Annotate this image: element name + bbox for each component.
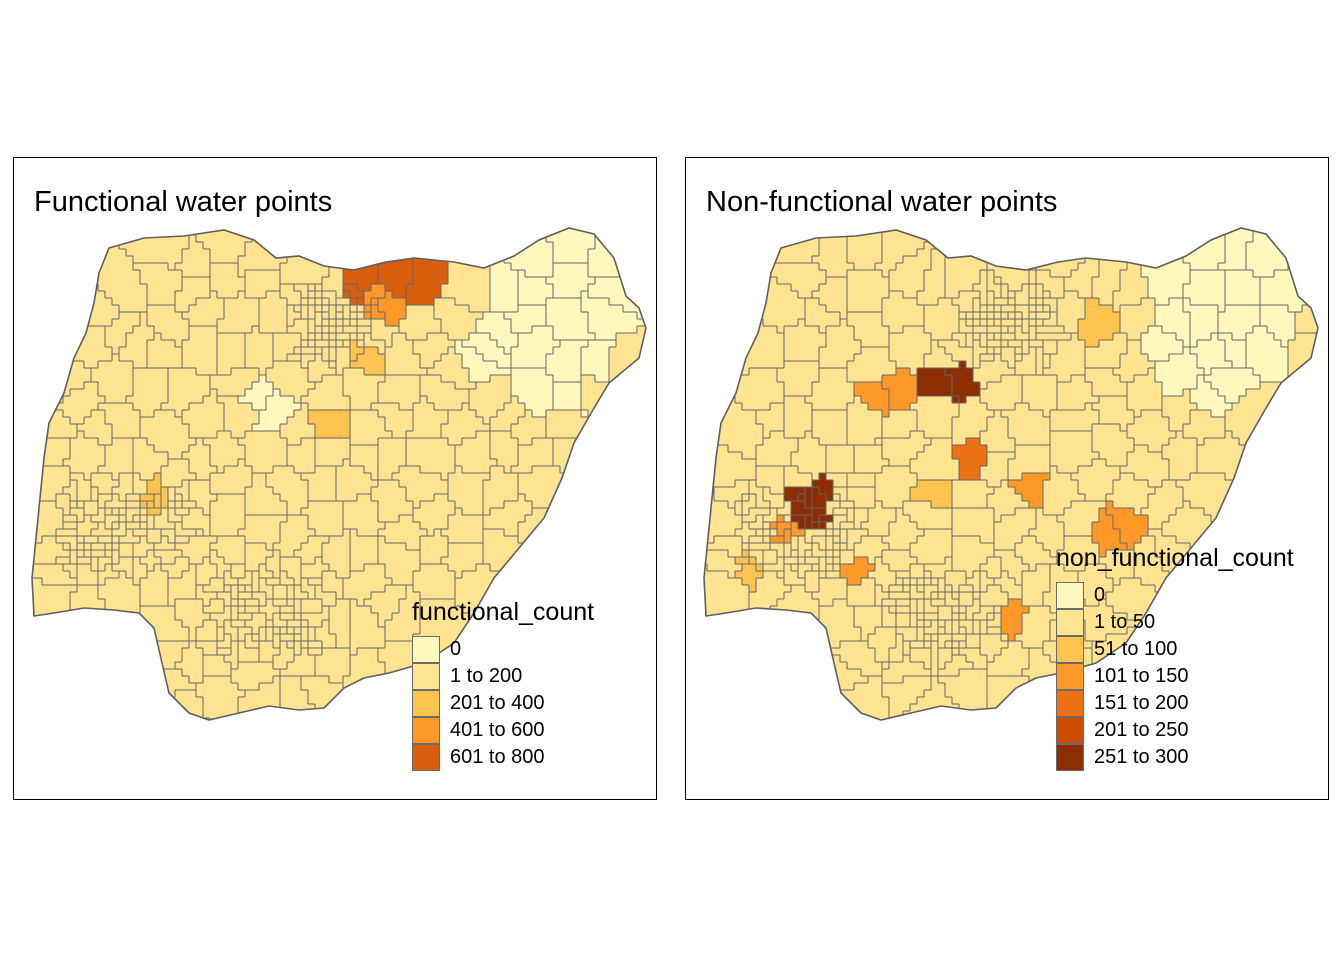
legend-label: 151 to 200 (1094, 692, 1189, 714)
legend-label: 0 (1094, 584, 1106, 606)
legend-label: 0 (450, 638, 462, 660)
legend: non_functional_count 0 1 to 50 51 to 100… (1056, 544, 1294, 771)
map-title: Functional water points (34, 186, 333, 218)
country-outline (703, 227, 1319, 721)
legend-item: 1 to 200 (412, 663, 594, 690)
legend-swatch (1056, 636, 1084, 663)
legend: functional_count 0 1 to 200 201 to 400 4… (412, 598, 594, 771)
legend-label: 1 to 50 (1094, 611, 1156, 633)
legend-label: 201 to 400 (450, 692, 545, 714)
legend-swatch (1056, 609, 1084, 636)
legend-item: 51 to 100 (1056, 636, 1294, 663)
legend-swatch (412, 663, 440, 690)
map-panel-functional: Functional water points functional_count… (13, 157, 657, 800)
legend-item: 0 (412, 636, 594, 663)
legend-swatch (1056, 717, 1084, 744)
legend-title: functional_count (412, 598, 595, 626)
legend-item: 1 to 50 (1056, 609, 1294, 636)
legend-label: 601 to 800 (450, 746, 545, 768)
map-panel-non-functional: Non-functional water points non_function… (685, 157, 1329, 800)
legend-label: 1 to 200 (450, 665, 523, 687)
legend-item: 251 to 300 (1056, 744, 1294, 771)
legend-item: 201 to 400 (412, 690, 594, 717)
legend-item: 601 to 800 (412, 744, 594, 771)
legend-swatch (1056, 690, 1084, 717)
legend-label: 401 to 600 (450, 719, 545, 741)
legend-swatch (1056, 582, 1084, 609)
legend-label: 51 to 100 (1094, 638, 1178, 660)
legend-label: 201 to 250 (1094, 719, 1189, 741)
legend-swatch (412, 636, 440, 663)
legend-swatch (1056, 744, 1084, 771)
legend-label: 251 to 300 (1094, 746, 1189, 768)
legend-item: 401 to 600 (412, 717, 594, 744)
legend-item: 201 to 250 (1056, 717, 1294, 744)
legend-item: 101 to 150 (1056, 663, 1294, 690)
legend-swatch (412, 690, 440, 717)
legend-label: 101 to 150 (1094, 665, 1189, 687)
country-outline (31, 227, 647, 721)
nigeria-map-non-functional (703, 227, 1319, 721)
legend-swatch (412, 744, 440, 771)
legend-title: non_functional_count (1056, 544, 1294, 572)
legend-item: 151 to 200 (1056, 690, 1294, 717)
map-title: Non-functional water points (706, 186, 1058, 218)
legend-swatch (412, 717, 440, 744)
nigeria-map-functional (31, 227, 647, 721)
legend-item: 0 (1056, 582, 1294, 609)
legend-swatch (1056, 663, 1084, 690)
